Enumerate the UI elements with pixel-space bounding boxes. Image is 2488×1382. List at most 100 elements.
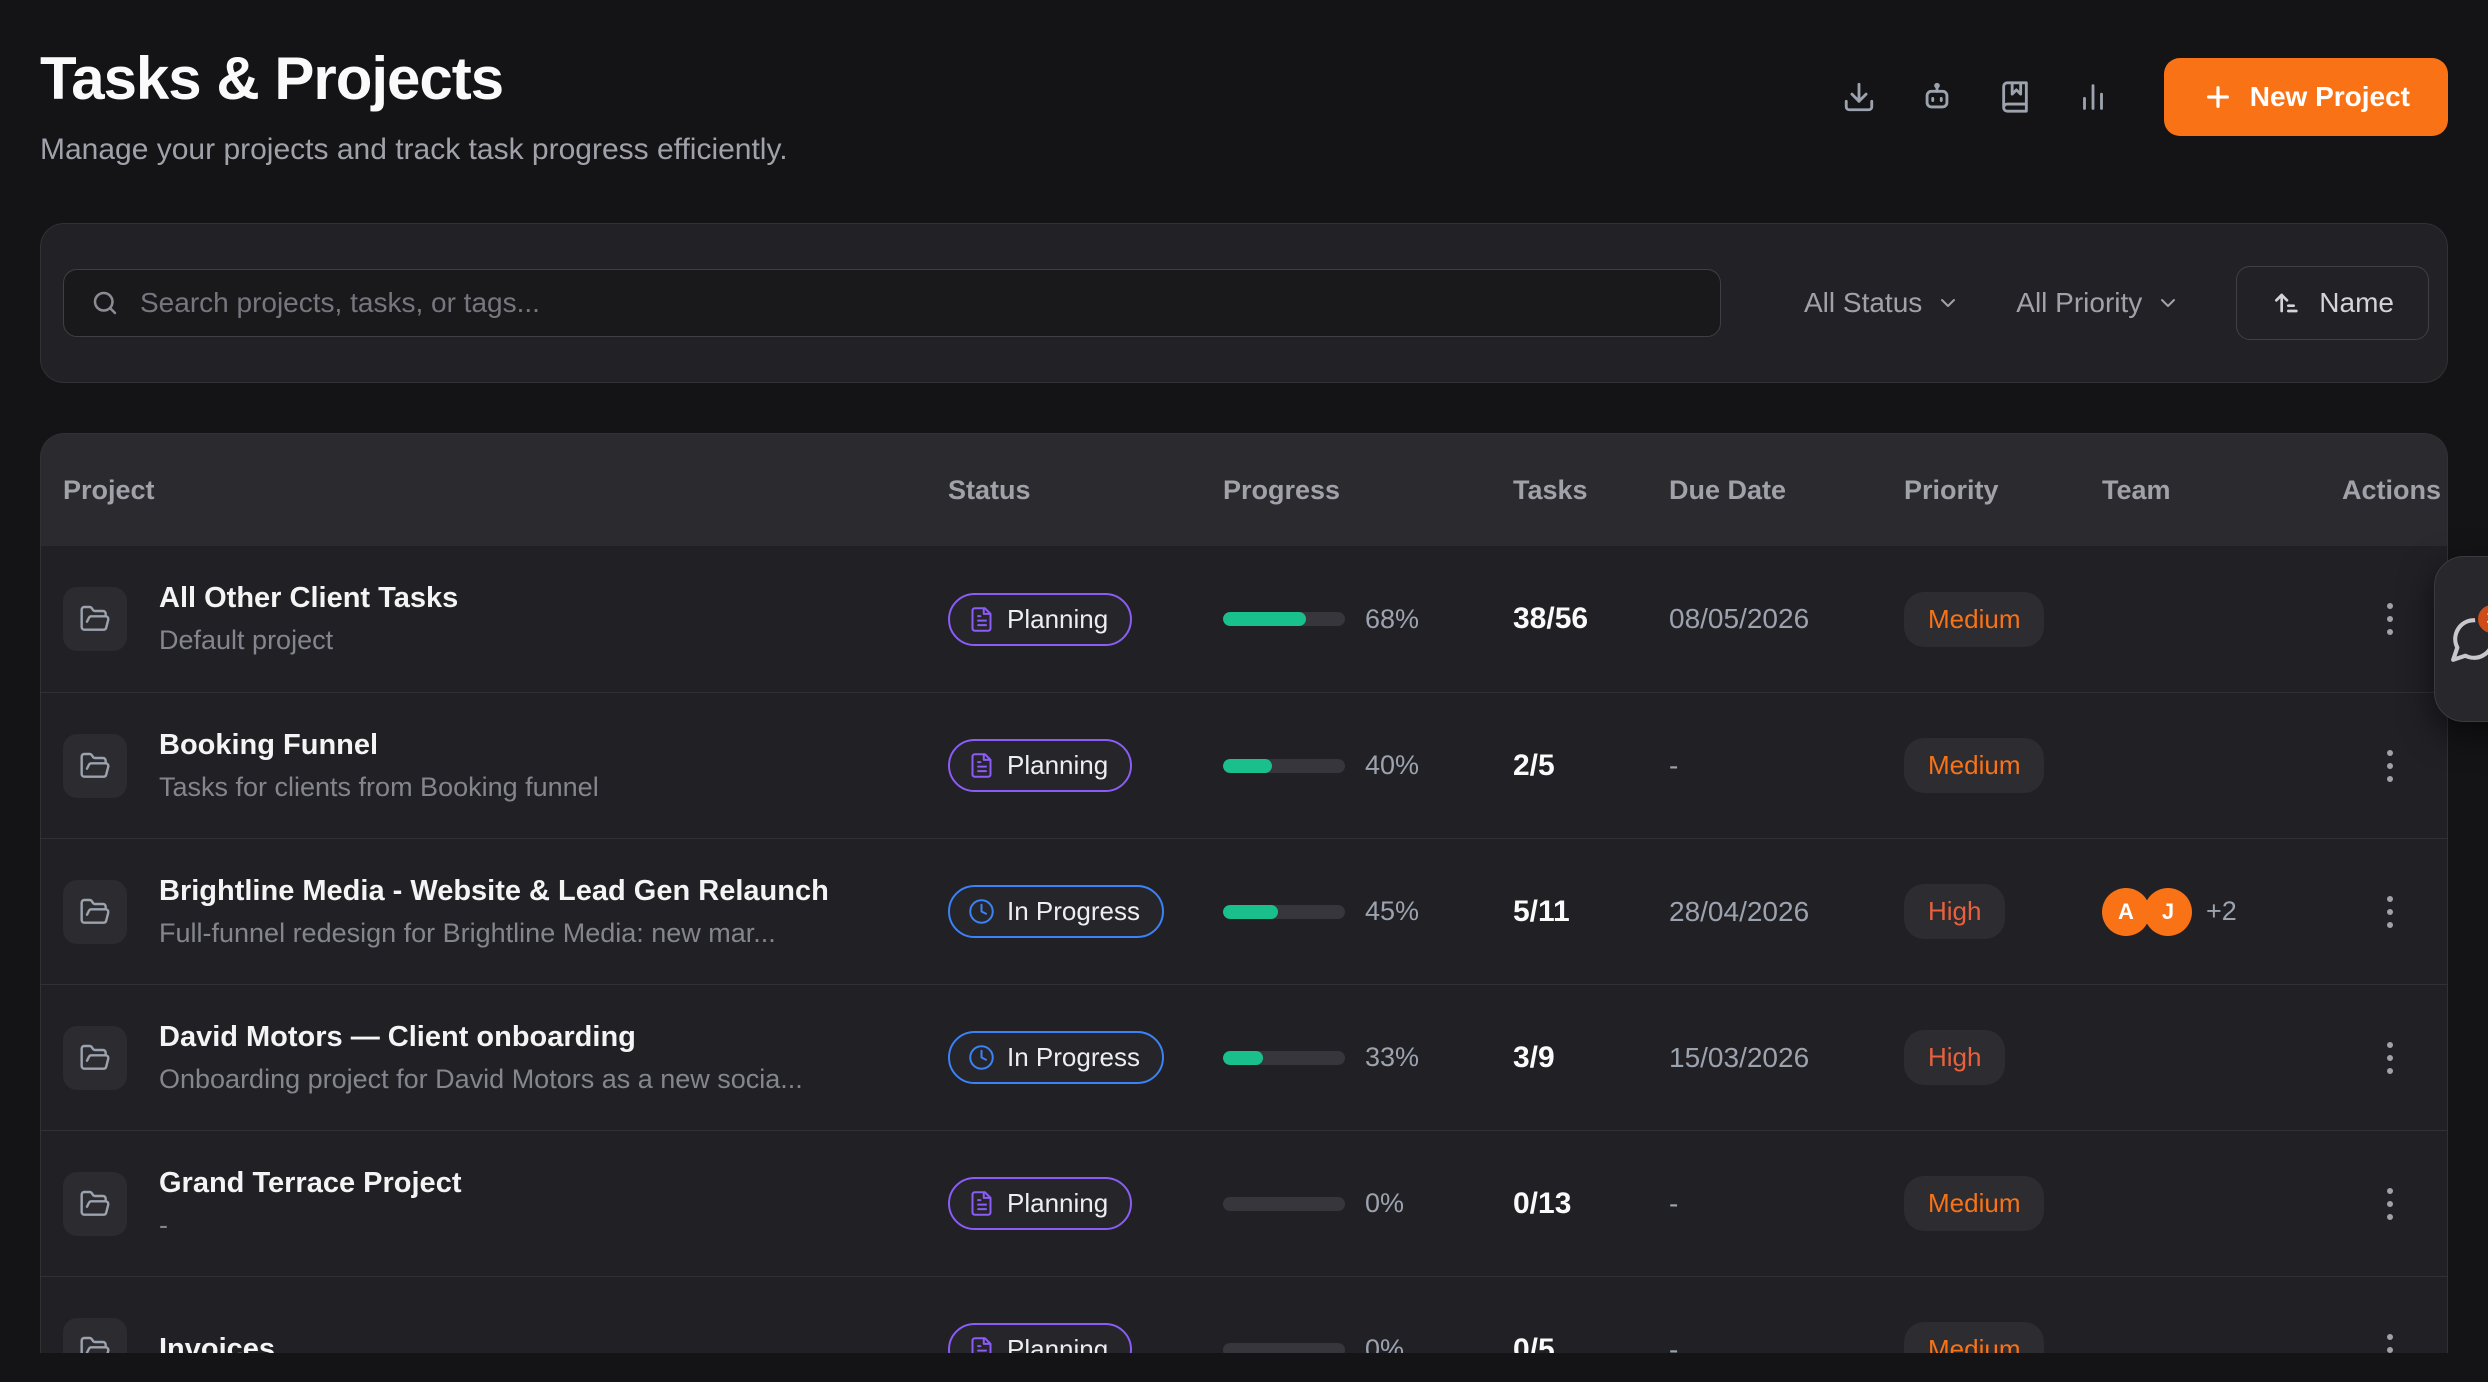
- status-cell: In Progress: [926, 1031, 1201, 1084]
- status-label: In Progress: [1007, 896, 1140, 926]
- docs-button[interactable]: [1986, 68, 2044, 126]
- status-filter-dropdown[interactable]: All Status: [1804, 287, 1960, 319]
- assistant-button[interactable]: [1908, 68, 1966, 126]
- priority-cell: High: [1882, 884, 2080, 939]
- row-menu-button[interactable]: [2377, 1032, 2403, 1084]
- status-label: Planning: [1007, 1334, 1109, 1353]
- project-description: Onboarding project for David Motors as a…: [159, 1063, 803, 1094]
- project-cell: David Motors — Client onboarding Onboard…: [41, 1021, 926, 1095]
- team-cell: A J +2: [2080, 887, 2320, 936]
- project-name: Grand Terrace Project: [159, 1166, 462, 1199]
- project-text: All Other Client Tasks Default project: [159, 582, 458, 656]
- download-button[interactable]: [1830, 68, 1888, 126]
- page-header: Tasks & Projects Manage your projects an…: [40, 44, 2448, 167]
- actions-cell: [2320, 1324, 2447, 1354]
- sort-button[interactable]: Name: [2236, 266, 2429, 340]
- progress-percent: 0%: [1365, 1188, 1405, 1218]
- search-input[interactable]: [64, 270, 1720, 336]
- search-icon: [93, 291, 117, 315]
- stats-button[interactable]: [2064, 68, 2122, 126]
- page-subtitle: Manage your projects and track task prog…: [40, 133, 788, 166]
- status-cell: Planning: [926, 1323, 1201, 1353]
- filter-bar: All Status All Priority Name: [40, 223, 2448, 383]
- status-badge: Planning: [948, 1177, 1133, 1230]
- table-row[interactable]: Grand Terrace Project - Planning 0% 0/13…: [41, 1130, 2447, 1276]
- tasks-count: 38/56: [1513, 602, 1589, 635]
- folder-open-icon: [63, 733, 127, 798]
- project-description: -: [159, 1209, 168, 1240]
- status-icon: [968, 1336, 995, 1353]
- folder-open-icon: [63, 1025, 127, 1090]
- status-icon: [968, 1190, 995, 1217]
- actions-cell: [2320, 740, 2447, 792]
- table-row[interactable]: Brightline Media - Website & Lead Gen Re…: [41, 838, 2447, 984]
- table-row[interactable]: Booking Funnel Tasks for clients from Bo…: [41, 692, 2447, 838]
- progress-bar: [1223, 612, 1345, 626]
- project-name: All Other Client Tasks: [159, 582, 459, 614]
- project-cell: Brightline Media - Website & Lead Gen Re…: [41, 875, 926, 949]
- progress-bar: [1223, 1342, 1345, 1353]
- due-date: 15/03/2026: [1669, 1041, 1810, 1073]
- row-menu-button[interactable]: [2377, 740, 2403, 792]
- priority-badge: High: [1904, 1030, 2006, 1085]
- table-row[interactable]: David Motors — Client onboarding Onboard…: [41, 984, 2447, 1130]
- project-description: Default project: [159, 625, 334, 655]
- progress-cell: 33%: [1201, 1042, 1491, 1073]
- tasks-count: 3/9: [1513, 1040, 1555, 1074]
- status-label: Planning: [1007, 750, 1109, 780]
- project-cell: Invoices: [41, 1317, 926, 1353]
- status-badge: Planning: [948, 739, 1133, 792]
- plus-icon: [2206, 86, 2229, 108]
- column-header-actions: Actions: [2342, 474, 2442, 505]
- progress-cell: 40%: [1201, 750, 1491, 781]
- new-project-label: New Project: [2249, 81, 2410, 112]
- due-date: 08/05/2026: [1669, 603, 1810, 634]
- table-row[interactable]: All Other Client Tasks Default project P…: [41, 546, 2447, 692]
- priority-cell: Medium: [1882, 1322, 2080, 1353]
- actions-cell: [2320, 1032, 2447, 1084]
- team-extra-count: +2: [2206, 896, 2237, 926]
- status-cell: Planning: [926, 739, 1201, 792]
- team-avatar: J: [2144, 887, 2192, 936]
- progress-percent: 40%: [1365, 750, 1420, 780]
- status-cell: Planning: [926, 592, 1201, 646]
- priority-badge: Medium: [1904, 738, 2045, 793]
- progress-bar: [1223, 904, 1345, 919]
- priority-cell: Medium: [1882, 738, 2080, 793]
- chat-widget[interactable]: 3: [2434, 556, 2488, 722]
- progress-bar: [1223, 1050, 1345, 1065]
- row-menu-button[interactable]: [2377, 886, 2403, 938]
- new-project-button[interactable]: New Project: [2163, 58, 2448, 136]
- priority-badge: High: [1904, 884, 2006, 939]
- row-menu-button[interactable]: [2377, 593, 2403, 645]
- column-header-team: Team: [2102, 474, 2171, 505]
- book-marked-icon: [2001, 81, 2028, 113]
- row-menu-button[interactable]: [2377, 1324, 2403, 1354]
- chevron-down-icon: [1941, 299, 1956, 307]
- robot-icon: [1925, 82, 1949, 109]
- folder-open-icon: [63, 879, 127, 944]
- actions-cell: [2320, 886, 2447, 938]
- page-heading-block: Tasks & Projects Manage your projects an…: [40, 44, 788, 167]
- table-row[interactable]: Invoices Planning 0% 0/5 - Medium: [41, 1276, 2447, 1353]
- status-icon: [968, 898, 995, 925]
- project-name: Invoices: [159, 1333, 276, 1353]
- column-header-project: Project: [63, 474, 155, 505]
- priority-badge: Medium: [1904, 1322, 2045, 1353]
- status-badge: In Progress: [948, 885, 1164, 938]
- row-menu-button[interactable]: [2377, 1178, 2403, 1230]
- folder-open-icon: [63, 587, 127, 651]
- due-date: 28/04/2026: [1669, 895, 1810, 927]
- priority-filter-dropdown[interactable]: All Priority: [2016, 287, 2180, 319]
- status-label: In Progress: [1007, 1042, 1140, 1072]
- progress-cell: 0%: [1201, 1334, 1491, 1353]
- priority-filter-value: All Priority: [2016, 287, 2143, 318]
- bar-chart-icon: [2082, 84, 2103, 110]
- project-cell: Grand Terrace Project -: [41, 1167, 926, 1241]
- progress-bar-fill: [1223, 612, 1306, 626]
- project-text: Brightline Media - Website & Lead Gen Re…: [159, 875, 829, 949]
- projects-table: Project Status Progress Tasks Due Date P…: [40, 433, 2448, 1353]
- search-box: [63, 269, 1721, 337]
- column-header-progress: Progress: [1223, 474, 1341, 505]
